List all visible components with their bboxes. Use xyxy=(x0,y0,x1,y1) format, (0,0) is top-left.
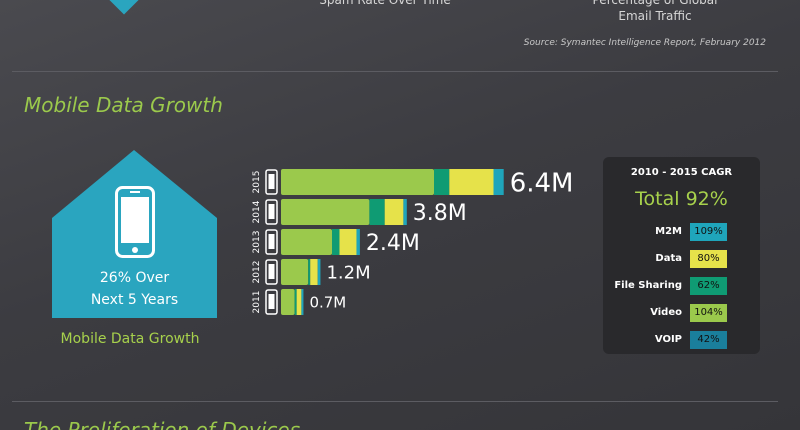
house-caption: Mobile Data Growth xyxy=(60,331,200,347)
bar-segment xyxy=(281,229,332,255)
value-label: 0.7M xyxy=(309,293,346,311)
year-label: 2011 xyxy=(252,291,262,314)
spam-rate-title: Spam Rate Over Time xyxy=(319,0,451,7)
bar-segment xyxy=(317,259,321,285)
phone-screen-icon xyxy=(268,204,275,219)
phone-icon xyxy=(265,169,278,195)
bar-segment xyxy=(310,259,318,285)
phone-screen-icon xyxy=(268,264,275,279)
bar-segment xyxy=(449,169,494,195)
cagr-row-value: 80% xyxy=(690,250,727,268)
bar-segment xyxy=(332,229,340,255)
value-label: 2.4M xyxy=(366,231,420,256)
bar-segment xyxy=(384,199,404,225)
cagr-row-label: File Sharing xyxy=(614,280,682,291)
phone-icon xyxy=(265,259,278,285)
smartphone-icon xyxy=(115,186,155,258)
cagr-row-value: 62% xyxy=(690,277,727,295)
bar-segment xyxy=(356,229,360,255)
bar-segment xyxy=(369,199,385,225)
bar-segment xyxy=(434,169,450,195)
bar-segment xyxy=(493,169,504,195)
bar-segment xyxy=(301,289,304,315)
house-line2: Next 5 Years xyxy=(90,292,179,308)
phone-icon xyxy=(265,289,278,315)
cagr-row-label: Video xyxy=(650,307,682,318)
phone-screen-icon xyxy=(268,294,275,309)
value-label: 1.2M xyxy=(326,262,370,283)
divider-top xyxy=(12,71,778,72)
bar-segment xyxy=(296,289,302,315)
cagr-total: Total 92% xyxy=(635,188,728,210)
cagr-title: 2010 - 2015 CAGR xyxy=(630,167,733,178)
bar-segment xyxy=(403,199,407,225)
global-traffic-title: Percentage of Global Email Traffic xyxy=(570,0,740,24)
year-label: 2015 xyxy=(252,171,262,194)
bar-segment xyxy=(339,229,357,255)
value-label: 6.4M xyxy=(510,168,574,198)
section-title: Mobile Data Growth xyxy=(24,93,223,117)
year-label: 2012 xyxy=(252,261,262,284)
year-label: 2013 xyxy=(252,231,262,254)
cagr-row-value: 109% xyxy=(690,223,727,241)
house-graphic: 26% Over Next 5 Years xyxy=(52,150,217,318)
divider-bottom xyxy=(12,401,778,402)
cagr-row-value: 42% xyxy=(690,331,727,349)
cagr-row-label: M2M xyxy=(655,226,682,237)
cagr-row-label: VOIP xyxy=(654,334,682,345)
phone-screen-icon xyxy=(268,174,275,189)
cagr-panel: 2010 - 2015 CAGR Total 92% M2M 109% Data 80… xyxy=(603,157,760,354)
global-traffic-line1: Percentage of Global xyxy=(592,0,718,7)
phone-icon xyxy=(265,199,278,225)
mobile-data-bar-chart: 2015 6.4M 2014 3.8M 2013 2.4M 2012 1.2M 2011 0.7M xyxy=(252,168,574,315)
top-diamond-icon xyxy=(108,0,140,15)
cagr-row-value: 104% xyxy=(690,304,727,322)
value-label: 3.8M xyxy=(413,201,467,226)
phone-icon xyxy=(265,229,278,255)
phone-screen-icon xyxy=(268,234,275,249)
cagr-row-label: Data xyxy=(655,253,682,264)
bar-segment xyxy=(281,259,309,285)
bar-segment xyxy=(281,199,370,225)
bar-segment xyxy=(308,259,311,285)
bar-segment xyxy=(281,289,295,315)
bar-segment xyxy=(294,289,297,315)
bar-segment xyxy=(281,169,434,195)
global-traffic-line2: Email Traffic xyxy=(618,9,692,23)
next-section-title: The Proliferation of Devices xyxy=(24,418,301,430)
house-line1: 26% Over xyxy=(99,270,170,286)
source-note: Source: Symantec Intelligence Report, Fe… xyxy=(523,38,766,48)
year-label: 2014 xyxy=(252,200,262,223)
